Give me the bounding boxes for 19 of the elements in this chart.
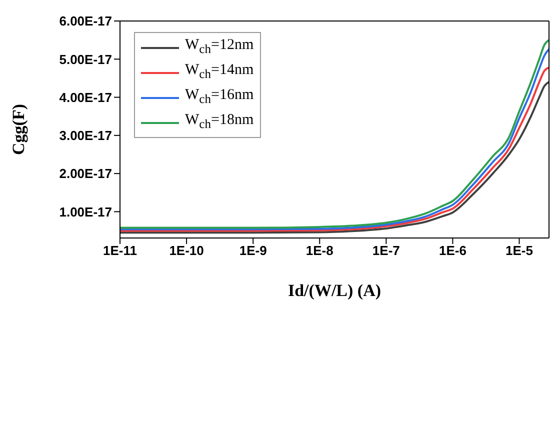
x-tick-label: 1E-7 [372,243,400,258]
x-tick-label: 1E-11 [103,243,137,258]
y-tick-label: 1.00E-17 [59,204,112,220]
legend-label: W$_{ch}$=18nm [185,111,254,133]
y-axis-title: Cgg(F) [9,104,28,155]
x-tick-label: 1E-10 [169,243,204,258]
x-axis-title: Id/(W/L) (A) [288,281,382,300]
legend-label: W$_{ch}$=12nm [185,36,254,58]
y-tick-label: 4.00E-17 [59,90,112,105]
y-tick-label: 2.00E-17 [59,166,112,182]
y-tick-label: 5.00E-17 [59,52,112,67]
x-tick-label: 1E-5 [506,243,533,258]
x-tick-label: 1E-6 [438,243,466,258]
y-tick-label: 3.00E-17 [59,128,112,144]
legend-label: W$_{ch}$=14nm [185,61,254,83]
legend-label: W$_{ch}$=16nm [185,86,254,108]
x-tick-label: 1E-9 [239,243,267,258]
y-tick-label: 6.00E-17 [59,14,112,29]
x-tick-label: 1E-8 [306,243,334,258]
